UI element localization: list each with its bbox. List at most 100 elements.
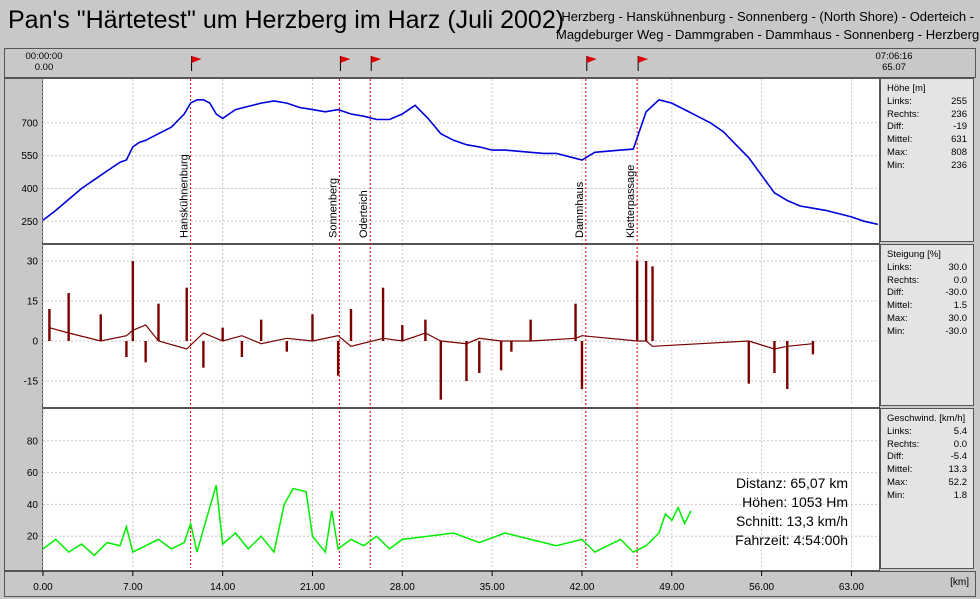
stats-row: Links: 30.0 (887, 262, 967, 275)
gradient-bar (125, 341, 128, 357)
gradient-bar (478, 341, 481, 373)
gradient-bar (221, 327, 224, 341)
stats-label: Min: (887, 325, 905, 337)
speed-line (42, 485, 692, 557)
gradient-bar (510, 341, 513, 352)
stats-row: Min: -30.0 (887, 326, 967, 339)
stats-row: Mittel: 631 (887, 134, 967, 147)
gradient-bar (202, 341, 205, 368)
start-distance: 0.00 (34, 62, 54, 73)
stats-row: Mittel: 1.5 (887, 300, 967, 313)
stats-value: 13.3 (948, 464, 968, 476)
gradient-bar (574, 303, 577, 341)
stats-value: 52.2 (948, 476, 968, 488)
stats-row: Diff: -30.0 (887, 287, 967, 300)
y-axis-strip (4, 78, 44, 571)
y-tick-label: 15 (27, 297, 39, 308)
stats-row: Diff: -5.4 (887, 451, 967, 464)
x-axis-unit: [km] (950, 577, 969, 588)
gradient-bar (240, 341, 244, 357)
gradient-bar (131, 261, 135, 341)
stats-geschw-header: Geschwind. [km/h] (887, 413, 966, 424)
flag-icon (586, 56, 597, 63)
gradient-bar (635, 261, 639, 341)
gradient-bar (401, 325, 404, 341)
end-time: 07:06:16 (875, 51, 913, 62)
stats-value: -5.4 (950, 451, 967, 463)
stats-value: 30.0 (948, 312, 968, 324)
stats-label: Links: (887, 96, 912, 107)
gradient-bar (499, 341, 503, 371)
stats-steigung-header: Steigung [%] (887, 249, 941, 260)
gradient-bar (580, 341, 584, 389)
gradient-bar (773, 341, 776, 373)
end-readout: 07:06:16 65.07 (867, 51, 921, 73)
stats-label: Rechts: (887, 274, 920, 286)
time-bar: 00:00:00 0.00 07:06:16 65.07 (4, 48, 976, 78)
stats-value: -19 (953, 121, 967, 133)
stats-value: 5.4 (953, 426, 967, 437)
y-tick-label: 80 (27, 436, 39, 447)
stats-row: Diff: -19 (887, 121, 967, 134)
stats-value: -30.0 (945, 287, 967, 299)
stats-value: -30.0 (945, 325, 967, 337)
y-tick-label: 700 (21, 118, 38, 129)
stats-value: 236 (951, 159, 967, 171)
waypoint-label: Oderteich (358, 190, 370, 238)
gradient-bar (529, 319, 532, 341)
stats-label: Diff: (887, 287, 904, 299)
stats-row: Rechts: 236 (887, 109, 967, 122)
stats-row: Min: 1.8 (887, 490, 967, 503)
y-tick-label: 400 (21, 184, 38, 195)
stats-label: Diff: (887, 451, 904, 463)
gradient-bar (439, 341, 443, 400)
gradient-bar (747, 341, 750, 384)
y-tick-label: 0 (32, 337, 38, 348)
gradient-bar (465, 341, 468, 381)
flag-icon (191, 56, 202, 63)
stats-value: 236 (951, 108, 967, 120)
stats-row: Mittel: 13.3 (887, 464, 967, 477)
gradient-bar (67, 293, 70, 341)
y-tick-label: 60 (27, 468, 39, 479)
gradient-bar (381, 287, 385, 341)
stats-value: 0.0 (953, 438, 967, 450)
trip-summary: Distanz: 65,07 km Höhen: 1053 Hm Schnitt… (700, 474, 848, 550)
stats-row: Max: 52.2 (887, 477, 967, 490)
route-description: Herzberg - Hanskühnenburg - Sonnenberg -… (556, 8, 980, 44)
stats-label: Mittel: (887, 464, 913, 476)
route-line-2: Magdeburger Weg - Dammgraben - Dammhaus … (556, 27, 980, 42)
stats-row: Max: 30.0 (887, 313, 967, 326)
stats-label: Max: (887, 312, 908, 324)
stats-row: Links: 5.4 (887, 426, 967, 439)
waypoint-label: Dammhaus (574, 181, 586, 238)
flag-icon (340, 56, 351, 63)
stats-label: Max: (887, 146, 908, 158)
stats-value: 808 (951, 146, 967, 158)
y-tick-label: -15 (24, 377, 39, 388)
stats-value: 30.0 (948, 262, 968, 273)
start-time: 00:00:00 (25, 51, 63, 62)
stats-label: Diff: (887, 121, 904, 133)
start-readout: 00:00:00 0.00 (17, 51, 71, 73)
elevation-line (42, 98, 879, 226)
stats-label: Min: (887, 159, 905, 171)
stats-row: Rechts: 0.0 (887, 439, 967, 452)
y-tick-label: 550 (21, 151, 38, 162)
stats-row: Links: 255 (887, 96, 967, 109)
end-distance: 65.07 (882, 62, 906, 73)
stats-label: Rechts: (887, 438, 920, 450)
stats-row: Rechts: 0.0 (887, 275, 967, 288)
stats-hoehe-header: Höhe [m] (887, 83, 926, 94)
stats-geschw: Geschwind. [km/h] Links: 5.4 Rechts: 0.0 Dif… (880, 408, 974, 569)
stats-steigung: Steigung [%] Links: 30.0 Rechts: 0.0 Diff: -3… (880, 244, 974, 406)
gradient-bar (99, 314, 102, 341)
stats-hoehe: Höhe [m] Links: 255 Rechts: 236 Diff: -19 Mitt… (880, 78, 974, 242)
gradient-bar (144, 341, 147, 363)
gradient-bar (349, 309, 353, 341)
stats-label: Min: (887, 489, 905, 501)
stats-value: 631 (951, 134, 967, 146)
elevation-panel (42, 78, 880, 244)
page-title: Pan's "Härtetest" um Herzberg im Harz (J… (8, 6, 565, 34)
